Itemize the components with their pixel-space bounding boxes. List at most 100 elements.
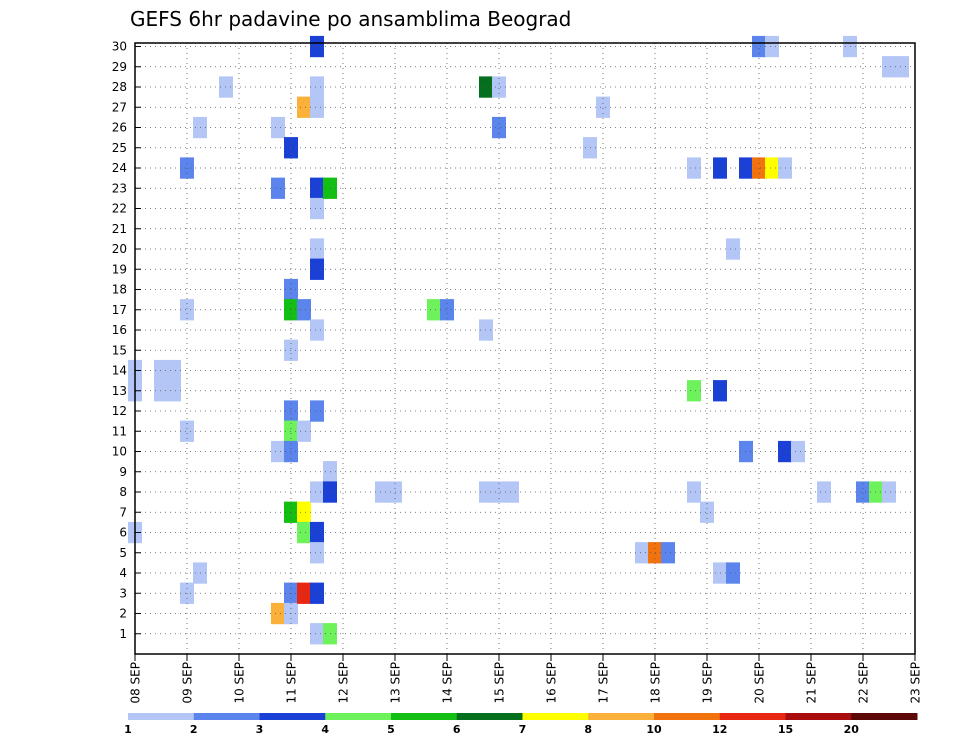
precip-cell: [310, 319, 324, 341]
precip-cell: [297, 582, 311, 604]
precip-cell: [167, 380, 181, 402]
precip-cell: [297, 96, 311, 118]
y-tick-label: 6: [119, 526, 127, 540]
x-tick-label: 09 SEP: [181, 662, 195, 704]
colorbar-swatch: [259, 713, 326, 720]
colorbar-label: 4: [321, 723, 329, 736]
x-tick-label: 10 SEP: [233, 662, 247, 704]
x-tick-label: 13 SEP: [389, 662, 403, 704]
precip-cell: [492, 116, 506, 139]
precip-cell: [440, 299, 454, 321]
y-tick-label: 21: [112, 222, 127, 236]
colorbar-swatch: [654, 713, 721, 720]
y-tick-label: 29: [112, 60, 127, 74]
x-tick-label: 16 SEP: [545, 662, 559, 704]
precip-cell: [687, 157, 701, 179]
precip-cell: [271, 116, 285, 139]
colorbar-label: 3: [256, 723, 264, 736]
y-tick-label: 16: [112, 323, 127, 337]
precip-cell: [765, 157, 779, 179]
colorbar-swatch: [456, 713, 523, 720]
x-tick-label: 08 SEP: [129, 662, 143, 704]
precip-cell: [791, 440, 805, 463]
colorbar-label: 2: [190, 723, 198, 736]
precip-cell: [297, 299, 311, 321]
colorbar-label: 12: [712, 723, 727, 736]
precip-cell: [310, 623, 324, 645]
precip-cell: [765, 35, 779, 58]
colorbar-label: 5: [387, 723, 395, 736]
precip-cell: [427, 299, 441, 321]
y-tick-label: 1: [119, 627, 127, 641]
precip-cell: [492, 76, 506, 98]
precip-cell: [310, 542, 324, 564]
colorbar-swatch: [851, 713, 918, 720]
precip-cell: [310, 400, 324, 422]
precip-cell: [752, 35, 766, 58]
colorbar-swatch: [588, 713, 655, 720]
y-tick-label: 4: [119, 566, 127, 580]
y-tick-label: 20: [112, 242, 127, 256]
precip-cell: [310, 521, 324, 544]
precip-cell: [882, 56, 896, 78]
x-tick-label: 14 SEP: [441, 662, 455, 704]
x-tick-label: 15 SEP: [493, 662, 507, 704]
colorbar-label: 1: [124, 723, 132, 736]
y-tick-label: 5: [119, 546, 127, 560]
colorbar-label: 7: [519, 723, 527, 736]
precip-cell: [167, 359, 181, 382]
precip-cell: [687, 481, 701, 503]
precip-cell: [700, 501, 714, 523]
precip-cell: [310, 258, 324, 280]
precip-cell: [310, 238, 324, 260]
x-tick-label: 22 SEP: [857, 662, 871, 704]
y-tick-label: 3: [119, 586, 127, 600]
y-tick-label: 18: [112, 283, 127, 297]
colorbar-swatch: [128, 713, 195, 720]
y-tick-label: 24: [112, 161, 127, 175]
colorbar-label: 20: [844, 723, 860, 736]
precip-cell: [297, 501, 311, 523]
precip-cell: [297, 420, 311, 442]
precip-cell: [661, 542, 675, 564]
precip-cell: [726, 562, 740, 584]
x-tick-label: 23 SEP: [909, 662, 923, 704]
colorbar-swatch: [193, 713, 260, 720]
y-tick-label: 25: [112, 141, 127, 155]
x-tick-label: 21 SEP: [805, 662, 819, 704]
precip-cell: [856, 481, 870, 503]
plot-frame: [134, 42, 916, 655]
y-tick-label: 19: [112, 262, 127, 276]
y-tick-label: 17: [112, 303, 127, 317]
x-tick-label: 20 SEP: [753, 662, 767, 704]
precip-cell: [726, 238, 740, 260]
precip-cell: [310, 582, 324, 604]
precip-cell: [310, 481, 324, 503]
y-axis: 1234567891011121314151617181920212223242…: [112, 40, 141, 641]
colorbar-swatch: [522, 713, 589, 720]
chart-title: GEFS 6hr padavine po ansamblima Beograd: [130, 7, 571, 31]
precip-cell: [505, 481, 519, 503]
colorbar-label: 15: [778, 723, 793, 736]
precip-cell: [596, 96, 610, 118]
precip-cell: [271, 440, 285, 463]
y-tick-label: 7: [119, 505, 127, 519]
precip-cell: [492, 481, 506, 503]
precip-cell: [895, 56, 909, 78]
colorbar-swatch: [785, 713, 852, 720]
precip-cell: [310, 96, 324, 118]
precip-cell: [310, 197, 324, 220]
precip-cell: [817, 481, 831, 503]
y-tick-label: 10: [112, 445, 127, 459]
precip-cell: [687, 380, 701, 402]
precip-cell: [310, 35, 324, 58]
precip-cell: [310, 177, 324, 199]
precip-cell: [180, 299, 194, 321]
y-tick-label: 27: [112, 100, 127, 114]
grid-lines: [135, 43, 915, 654]
y-tick-label: 9: [119, 465, 127, 479]
colorbar-label: 8: [584, 723, 592, 736]
precip-cell: [271, 602, 285, 625]
x-tick-label: 11 SEP: [285, 662, 299, 704]
